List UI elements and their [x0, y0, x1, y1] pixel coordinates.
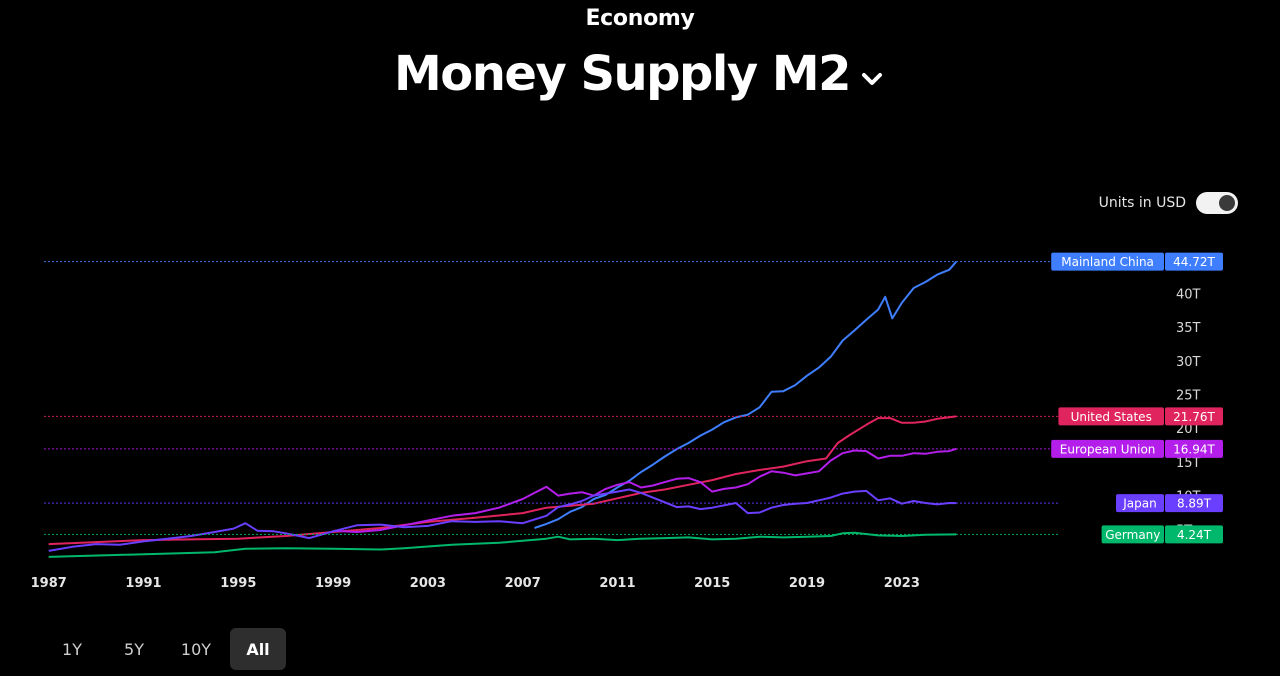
series-name-label: Japan	[1122, 497, 1156, 511]
series-name-badge	[1101, 525, 1164, 544]
y-tick-label: 30T	[1176, 355, 1201, 370]
range-button-5y[interactable]: 5Y	[124, 639, 144, 659]
series-value-label: 8.89T	[1177, 497, 1212, 511]
chevron-down-icon[interactable]	[858, 65, 886, 93]
units-toggle[interactable]	[1196, 192, 1238, 214]
page-title: Money Supply M2	[393, 46, 852, 102]
series-value-label: 44.72T	[1173, 255, 1215, 269]
series-value-label: 4.24T	[1177, 528, 1212, 542]
y-tick-label: 20T	[1176, 422, 1201, 437]
series-value-badge	[1165, 407, 1223, 426]
x-tick-label: 1987	[31, 576, 67, 591]
title-row: Money Supply M2	[0, 46, 1280, 102]
y-tick-label: 35T	[1176, 321, 1201, 336]
series-value-badge	[1165, 494, 1223, 513]
series-name-label: European Union	[1060, 442, 1156, 456]
series-line	[333, 447, 957, 533]
series-value-badge	[1165, 439, 1223, 458]
series-line	[48, 415, 957, 546]
x-tick-label: 1999	[315, 576, 351, 591]
range-button-1y[interactable]: 1Y	[62, 639, 82, 659]
x-tick-label: 2007	[505, 576, 541, 591]
series-value-badge	[1165, 252, 1223, 271]
y-tick-label: 15T	[1176, 456, 1201, 471]
m2-line-chart: 40T35T30T25T20T15T10T5T19871991199519992…	[31, 252, 1223, 591]
x-tick-label: 2003	[410, 576, 446, 591]
y-tick-label: 40T	[1176, 287, 1201, 302]
range-button-10y[interactable]: 10Y	[180, 639, 212, 659]
series-name-badge	[1051, 439, 1164, 458]
series-value-badge	[1165, 525, 1223, 544]
y-tick-label: 25T	[1176, 389, 1201, 404]
series-value-label: 21.76T	[1173, 410, 1215, 424]
series-line	[48, 488, 957, 552]
units-label: Units in USD	[1098, 195, 1186, 211]
series-name-badge	[1116, 494, 1164, 513]
time-range-selector: 1Y 5Y 10Y All	[44, 628, 286, 670]
x-tick-label: 2023	[884, 576, 920, 591]
x-tick-label: 1991	[125, 576, 161, 591]
series-name-badge	[1058, 407, 1164, 426]
series-line	[48, 531, 957, 558]
category-label: Economy	[585, 6, 695, 31]
x-tick-label: 2011	[599, 576, 635, 591]
range-button-all[interactable]: All	[230, 628, 286, 670]
series-line	[534, 260, 958, 529]
series-value-label: 16.94T	[1173, 442, 1215, 456]
series-name-label: Germany	[1105, 528, 1160, 542]
x-tick-label: 2019	[789, 576, 825, 591]
series-name-label: Mainland China	[1061, 255, 1154, 269]
x-tick-label: 1995	[220, 576, 256, 591]
units-toggle-group: Units in USD	[1099, 192, 1238, 214]
series-name-badge	[1051, 252, 1164, 271]
series-name-label: United States	[1071, 410, 1152, 424]
x-tick-label: 2015	[694, 576, 730, 591]
toggle-knob	[1219, 195, 1235, 211]
